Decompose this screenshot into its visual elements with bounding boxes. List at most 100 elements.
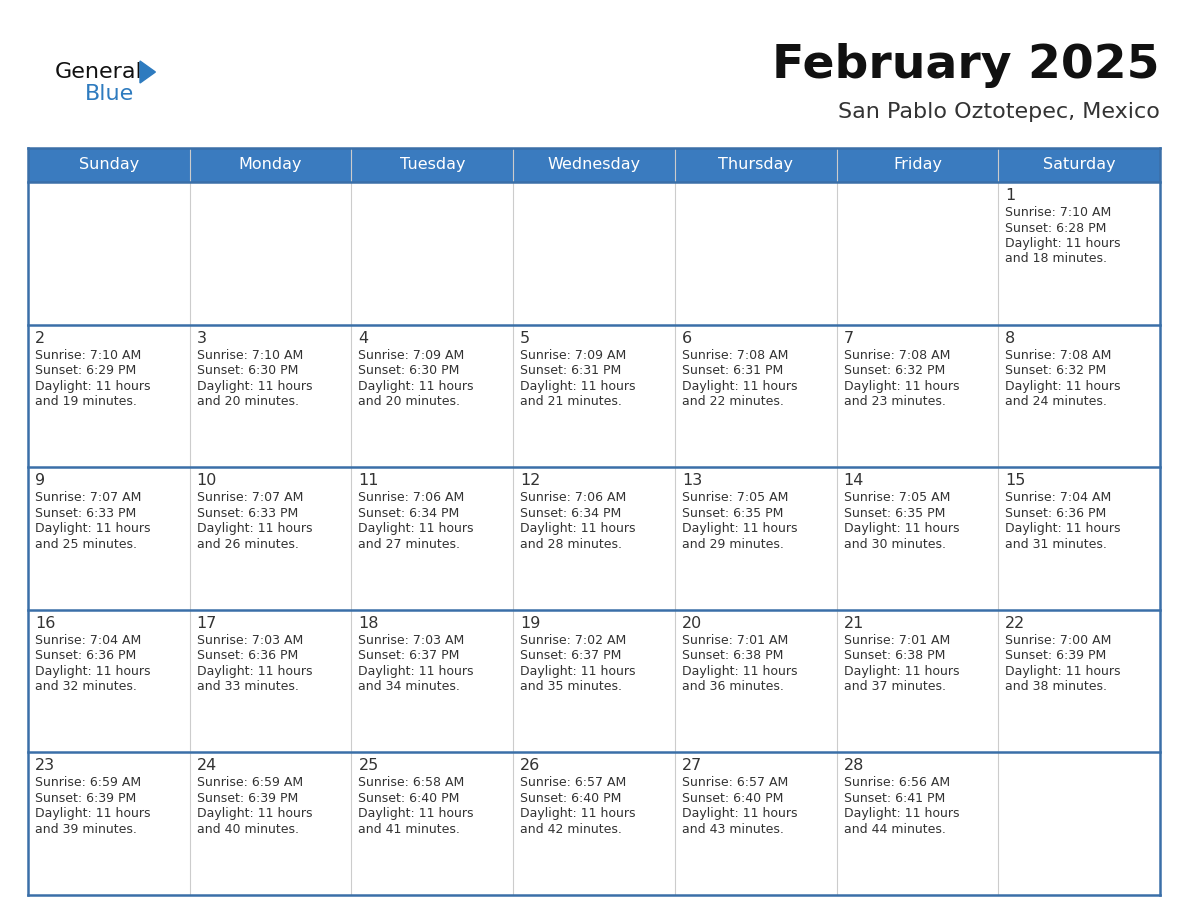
Text: 9: 9 — [34, 473, 45, 488]
Text: Daylight: 11 hours: Daylight: 11 hours — [1005, 380, 1120, 393]
Text: Daylight: 11 hours: Daylight: 11 hours — [197, 808, 312, 821]
Text: Sunset: 6:28 PM: Sunset: 6:28 PM — [1005, 221, 1107, 234]
Text: Sunset: 6:37 PM: Sunset: 6:37 PM — [520, 649, 621, 662]
Bar — [836, 467, 998, 610]
Text: Sunrise: 7:03 AM: Sunrise: 7:03 AM — [197, 633, 303, 647]
Text: San Pablo Oztotepec, Mexico: San Pablo Oztotepec, Mexico — [838, 102, 1159, 122]
Bar — [675, 467, 836, 610]
Text: Daylight: 11 hours: Daylight: 11 hours — [520, 380, 636, 393]
Text: and 30 minutes.: and 30 minutes. — [843, 538, 946, 551]
Text: and 23 minutes.: and 23 minutes. — [843, 395, 946, 409]
Text: and 22 minutes.: and 22 minutes. — [682, 395, 784, 409]
Text: Daylight: 11 hours: Daylight: 11 hours — [34, 380, 151, 393]
Text: Sunrise: 6:59 AM: Sunrise: 6:59 AM — [34, 777, 141, 789]
Bar — [998, 182, 1159, 325]
Bar — [352, 610, 513, 753]
Text: and 43 minutes.: and 43 minutes. — [682, 823, 784, 836]
Text: Sunset: 6:29 PM: Sunset: 6:29 PM — [34, 364, 137, 377]
Text: Sunday: Sunday — [78, 158, 139, 173]
Text: Sunset: 6:41 PM: Sunset: 6:41 PM — [843, 792, 944, 805]
Text: Sunset: 6:38 PM: Sunset: 6:38 PM — [843, 649, 944, 662]
Text: Sunrise: 6:57 AM: Sunrise: 6:57 AM — [520, 777, 626, 789]
Text: Sunset: 6:32 PM: Sunset: 6:32 PM — [1005, 364, 1106, 377]
Text: Daylight: 11 hours: Daylight: 11 hours — [843, 665, 959, 677]
Text: Sunrise: 7:10 AM: Sunrise: 7:10 AM — [1005, 206, 1112, 219]
Bar — [190, 467, 352, 610]
Text: 25: 25 — [359, 758, 379, 773]
Text: and 37 minutes.: and 37 minutes. — [843, 680, 946, 693]
Text: and 18 minutes.: and 18 minutes. — [1005, 252, 1107, 265]
Text: 10: 10 — [197, 473, 217, 488]
Bar — [29, 182, 190, 325]
Bar — [513, 467, 675, 610]
Text: Daylight: 11 hours: Daylight: 11 hours — [359, 380, 474, 393]
Text: Sunset: 6:36 PM: Sunset: 6:36 PM — [34, 649, 137, 662]
Text: Sunset: 6:30 PM: Sunset: 6:30 PM — [359, 364, 460, 377]
Text: 1: 1 — [1005, 188, 1016, 203]
Text: Sunset: 6:33 PM: Sunset: 6:33 PM — [197, 507, 298, 520]
Text: Sunrise: 6:59 AM: Sunrise: 6:59 AM — [197, 777, 303, 789]
Text: Sunrise: 7:08 AM: Sunrise: 7:08 AM — [1005, 349, 1112, 362]
Text: Sunrise: 7:05 AM: Sunrise: 7:05 AM — [682, 491, 788, 504]
Text: 19: 19 — [520, 616, 541, 631]
Text: Daylight: 11 hours: Daylight: 11 hours — [197, 522, 312, 535]
Bar — [998, 610, 1159, 753]
Text: and 42 minutes.: and 42 minutes. — [520, 823, 623, 836]
Text: 3: 3 — [197, 330, 207, 345]
Bar — [190, 610, 352, 753]
Text: and 27 minutes.: and 27 minutes. — [359, 538, 461, 551]
Bar — [513, 148, 675, 182]
Bar — [352, 753, 513, 895]
Polygon shape — [140, 61, 156, 83]
Text: 24: 24 — [197, 758, 217, 773]
Text: Sunrise: 7:04 AM: Sunrise: 7:04 AM — [34, 633, 141, 647]
Text: 5: 5 — [520, 330, 530, 345]
Text: Sunrise: 7:08 AM: Sunrise: 7:08 AM — [843, 349, 950, 362]
Text: and 28 minutes.: and 28 minutes. — [520, 538, 623, 551]
Text: Daylight: 11 hours: Daylight: 11 hours — [359, 665, 474, 677]
Bar — [352, 182, 513, 325]
Text: and 38 minutes.: and 38 minutes. — [1005, 680, 1107, 693]
Text: Daylight: 11 hours: Daylight: 11 hours — [520, 665, 636, 677]
Text: Daylight: 11 hours: Daylight: 11 hours — [682, 808, 797, 821]
Text: and 41 minutes.: and 41 minutes. — [359, 823, 460, 836]
Text: 18: 18 — [359, 616, 379, 631]
Text: Sunrise: 7:06 AM: Sunrise: 7:06 AM — [359, 491, 465, 504]
Text: Sunset: 6:39 PM: Sunset: 6:39 PM — [34, 792, 137, 805]
Text: Sunrise: 7:00 AM: Sunrise: 7:00 AM — [1005, 633, 1112, 647]
Text: and 34 minutes.: and 34 minutes. — [359, 680, 460, 693]
Text: Daylight: 11 hours: Daylight: 11 hours — [843, 808, 959, 821]
Text: Daylight: 11 hours: Daylight: 11 hours — [34, 522, 151, 535]
Bar — [513, 325, 675, 467]
Text: and 25 minutes.: and 25 minutes. — [34, 538, 137, 551]
Text: Sunset: 6:35 PM: Sunset: 6:35 PM — [843, 507, 944, 520]
Bar — [675, 182, 836, 325]
Text: 14: 14 — [843, 473, 864, 488]
Text: Sunrise: 7:07 AM: Sunrise: 7:07 AM — [197, 491, 303, 504]
Bar — [675, 610, 836, 753]
Bar — [352, 467, 513, 610]
Bar — [29, 467, 190, 610]
Text: 20: 20 — [682, 616, 702, 631]
Text: Daylight: 11 hours: Daylight: 11 hours — [1005, 237, 1120, 250]
Text: Sunset: 6:31 PM: Sunset: 6:31 PM — [520, 364, 621, 377]
Bar — [998, 753, 1159, 895]
Text: 7: 7 — [843, 330, 854, 345]
Text: Sunrise: 6:57 AM: Sunrise: 6:57 AM — [682, 777, 788, 789]
Text: Saturday: Saturday — [1043, 158, 1116, 173]
Text: Daylight: 11 hours: Daylight: 11 hours — [682, 522, 797, 535]
Text: and 19 minutes.: and 19 minutes. — [34, 395, 137, 409]
Text: Sunrise: 7:08 AM: Sunrise: 7:08 AM — [682, 349, 788, 362]
Text: Friday: Friday — [893, 158, 942, 173]
Text: Daylight: 11 hours: Daylight: 11 hours — [843, 380, 959, 393]
Text: Daylight: 11 hours: Daylight: 11 hours — [359, 522, 474, 535]
Text: 16: 16 — [34, 616, 56, 631]
Text: and 44 minutes.: and 44 minutes. — [843, 823, 946, 836]
Text: Sunrise: 7:07 AM: Sunrise: 7:07 AM — [34, 491, 141, 504]
Text: Sunrise: 7:10 AM: Sunrise: 7:10 AM — [34, 349, 141, 362]
Bar — [29, 753, 190, 895]
Bar — [836, 182, 998, 325]
Text: and 36 minutes.: and 36 minutes. — [682, 680, 784, 693]
Text: and 29 minutes.: and 29 minutes. — [682, 538, 784, 551]
Text: General: General — [55, 62, 143, 82]
